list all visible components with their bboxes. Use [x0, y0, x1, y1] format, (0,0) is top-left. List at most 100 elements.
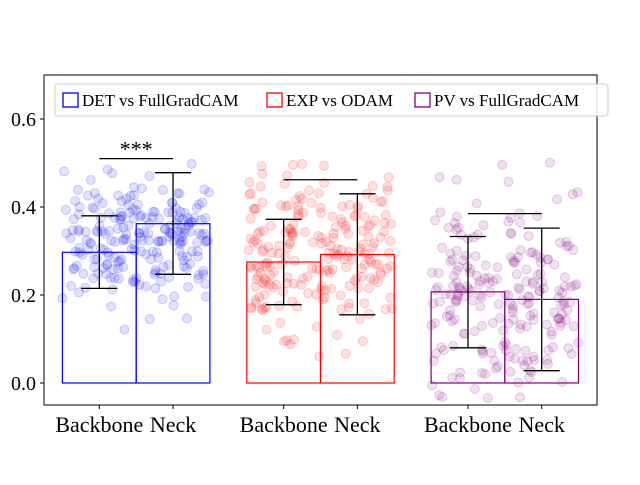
scatter-point	[274, 300, 285, 311]
scatter-point	[327, 264, 338, 275]
scatter-point	[200, 291, 211, 302]
scatter-point	[435, 207, 446, 218]
scatter-point	[124, 207, 135, 218]
scatter-point	[257, 197, 268, 208]
scatter-point	[487, 276, 498, 287]
scatter-point	[296, 280, 307, 290]
scatter-point	[296, 158, 307, 169]
scatter-point	[155, 268, 166, 279]
scatter-point	[97, 198, 108, 208]
scatter-point	[451, 224, 462, 235]
scatter-point	[434, 296, 445, 307]
scatter-point	[267, 247, 278, 258]
scatter-point	[438, 345, 449, 355]
scatter-point	[466, 285, 477, 296]
scatter-point	[351, 273, 362, 284]
scatter-point	[304, 185, 314, 196]
scatter-point	[274, 240, 285, 251]
scatter-point	[562, 305, 573, 316]
scatter-point	[193, 270, 204, 281]
scatter-point	[343, 302, 354, 313]
scatter-point	[527, 278, 538, 289]
scatter-point	[379, 217, 390, 228]
scatter-point	[250, 295, 261, 305]
y-tick-label: 0.6	[11, 109, 36, 131]
scatter-point	[191, 203, 202, 213]
scatter-point	[552, 194, 563, 205]
scatter-point	[369, 275, 380, 286]
scatter-point	[306, 197, 317, 208]
scatter-point	[492, 274, 502, 284]
scatter-point	[193, 273, 204, 284]
scatter-point	[262, 257, 273, 268]
scatter-point	[498, 341, 509, 351]
scatter-point	[313, 188, 324, 199]
scatter-point	[67, 225, 78, 236]
scatter-point	[179, 207, 190, 218]
scatter-point	[364, 254, 375, 265]
scatter-point	[320, 285, 331, 296]
scatter-point	[323, 264, 334, 275]
scatter-point	[275, 317, 286, 328]
scatter-point	[136, 183, 147, 194]
scatter-point	[279, 336, 289, 347]
scatter-point	[476, 320, 487, 331]
scatter-point	[70, 246, 81, 257]
scatter-point	[332, 330, 343, 340]
scatter-point	[434, 390, 444, 401]
scatter-point	[453, 261, 464, 272]
scatter-point	[277, 286, 288, 297]
scatter-point	[363, 283, 374, 294]
scatter-point	[80, 226, 91, 237]
scatter-point	[335, 290, 346, 301]
scatter-point	[483, 277, 494, 288]
scatter-point	[554, 285, 565, 296]
scatter-point	[524, 291, 535, 302]
error-bar-layer	[81, 172, 560, 372]
scatter-point	[355, 314, 365, 325]
scatter-point	[359, 259, 370, 270]
scatter-point	[157, 294, 168, 305]
scatter-point	[116, 196, 127, 207]
scatter-point	[526, 367, 537, 378]
scatter-point	[369, 238, 379, 249]
scatter-point	[381, 263, 392, 274]
scatter-point	[284, 239, 295, 250]
scatter-point	[255, 267, 266, 278]
scatter-point	[428, 298, 439, 309]
scatter-point	[131, 205, 142, 216]
scatter-point	[375, 267, 386, 278]
scatter-point	[128, 204, 138, 214]
scatter-point	[430, 215, 440, 226]
scatter-point	[69, 263, 80, 274]
scatter-point	[447, 316, 457, 327]
scatter-point	[102, 259, 113, 270]
scatter-point	[380, 210, 391, 220]
scatter-point	[543, 345, 554, 356]
scatter-point	[145, 254, 156, 265]
scatter-point	[59, 166, 70, 177]
scatter-point	[102, 164, 113, 175]
scatter-point	[176, 237, 187, 247]
scatter-point	[505, 228, 516, 239]
scatter-point	[103, 250, 114, 261]
scatter-point	[451, 294, 462, 305]
significance-label: ***	[120, 137, 153, 162]
scatter-point	[72, 184, 83, 195]
scatter-point	[175, 206, 186, 217]
scatter-point	[172, 188, 183, 199]
scatter-point	[294, 191, 305, 201]
scatter-point	[483, 272, 494, 283]
scatter-point	[148, 206, 158, 217]
scatter-point	[171, 203, 181, 214]
scatter-point	[359, 248, 370, 259]
scatter-point	[199, 228, 209, 239]
scatter-point	[469, 326, 480, 337]
scatter-point	[556, 300, 566, 311]
scatter-point	[282, 242, 293, 253]
scatter-point	[498, 325, 509, 336]
scatter-point	[447, 372, 458, 383]
scatter-point	[182, 313, 192, 324]
scatter-point	[136, 210, 147, 221]
scatter-point	[528, 351, 539, 362]
